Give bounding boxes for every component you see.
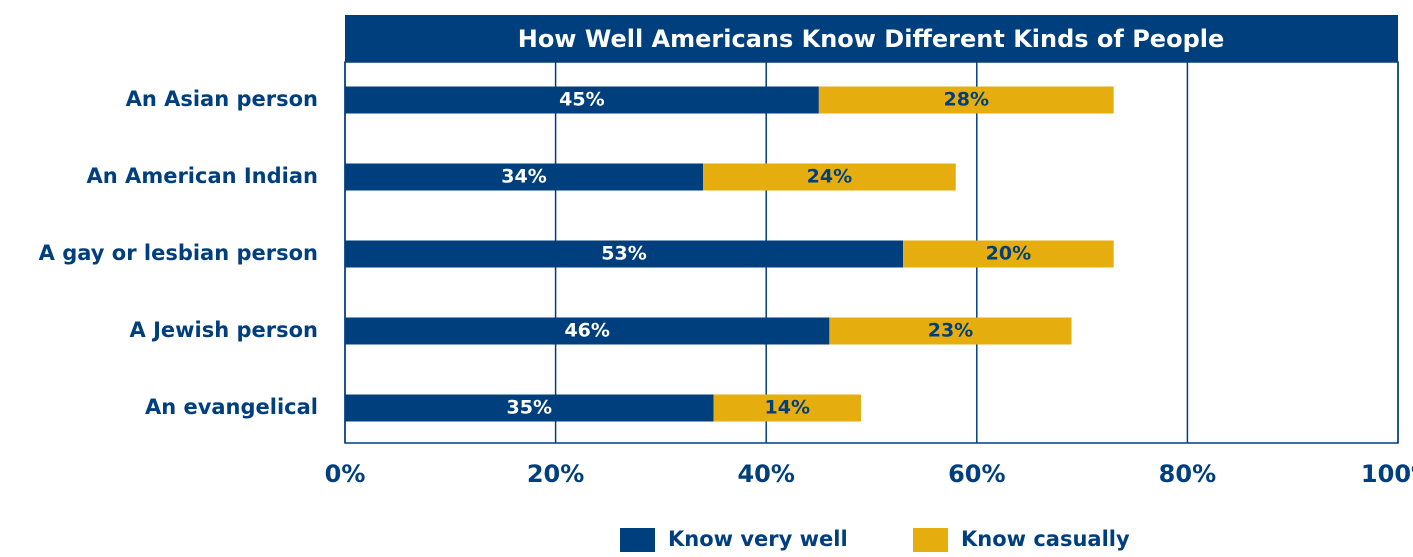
data-label: 14% (765, 397, 810, 419)
bar (345, 394, 714, 422)
bar (829, 317, 1072, 345)
bar (345, 317, 830, 345)
data-label: 53% (601, 243, 646, 265)
x-tick-label: 40% (737, 460, 794, 488)
data-label: 24% (807, 166, 852, 188)
bar (703, 163, 956, 191)
data-label: 23% (928, 320, 973, 342)
data-label: 35% (507, 397, 552, 419)
legend-label: Know very well (668, 527, 848, 551)
data-label: 34% (501, 166, 546, 188)
legend-label: Know casually (961, 527, 1130, 551)
chart-title: How Well Americans Know Different Kinds … (518, 25, 1225, 53)
x-tick-label: 0% (325, 460, 366, 488)
bar (818, 86, 1114, 114)
legend-swatch (620, 528, 655, 552)
y-tick-label: A gay or lesbian person (39, 241, 318, 265)
data-label: 28% (944, 89, 989, 111)
legend-swatch (913, 528, 948, 552)
bar (345, 240, 904, 268)
y-tick-label: A Jewish person (130, 318, 319, 342)
x-tick-label: 20% (527, 460, 584, 488)
bar (903, 240, 1114, 268)
y-tick-label: An American Indian (87, 164, 318, 188)
x-tick-label: 80% (1159, 460, 1216, 488)
x-tick-label: 60% (948, 460, 1005, 488)
data-label: 45% (559, 89, 604, 111)
data-label: 46% (564, 320, 609, 342)
bar (713, 394, 861, 422)
bar (345, 163, 704, 191)
x-tick-label: 100% (1361, 460, 1413, 488)
y-tick-label: An Asian person (126, 87, 318, 111)
y-tick-label: An evangelical (145, 395, 318, 419)
data-label: 20% (986, 243, 1031, 265)
title-bar (345, 15, 1398, 62)
bar (345, 86, 819, 114)
